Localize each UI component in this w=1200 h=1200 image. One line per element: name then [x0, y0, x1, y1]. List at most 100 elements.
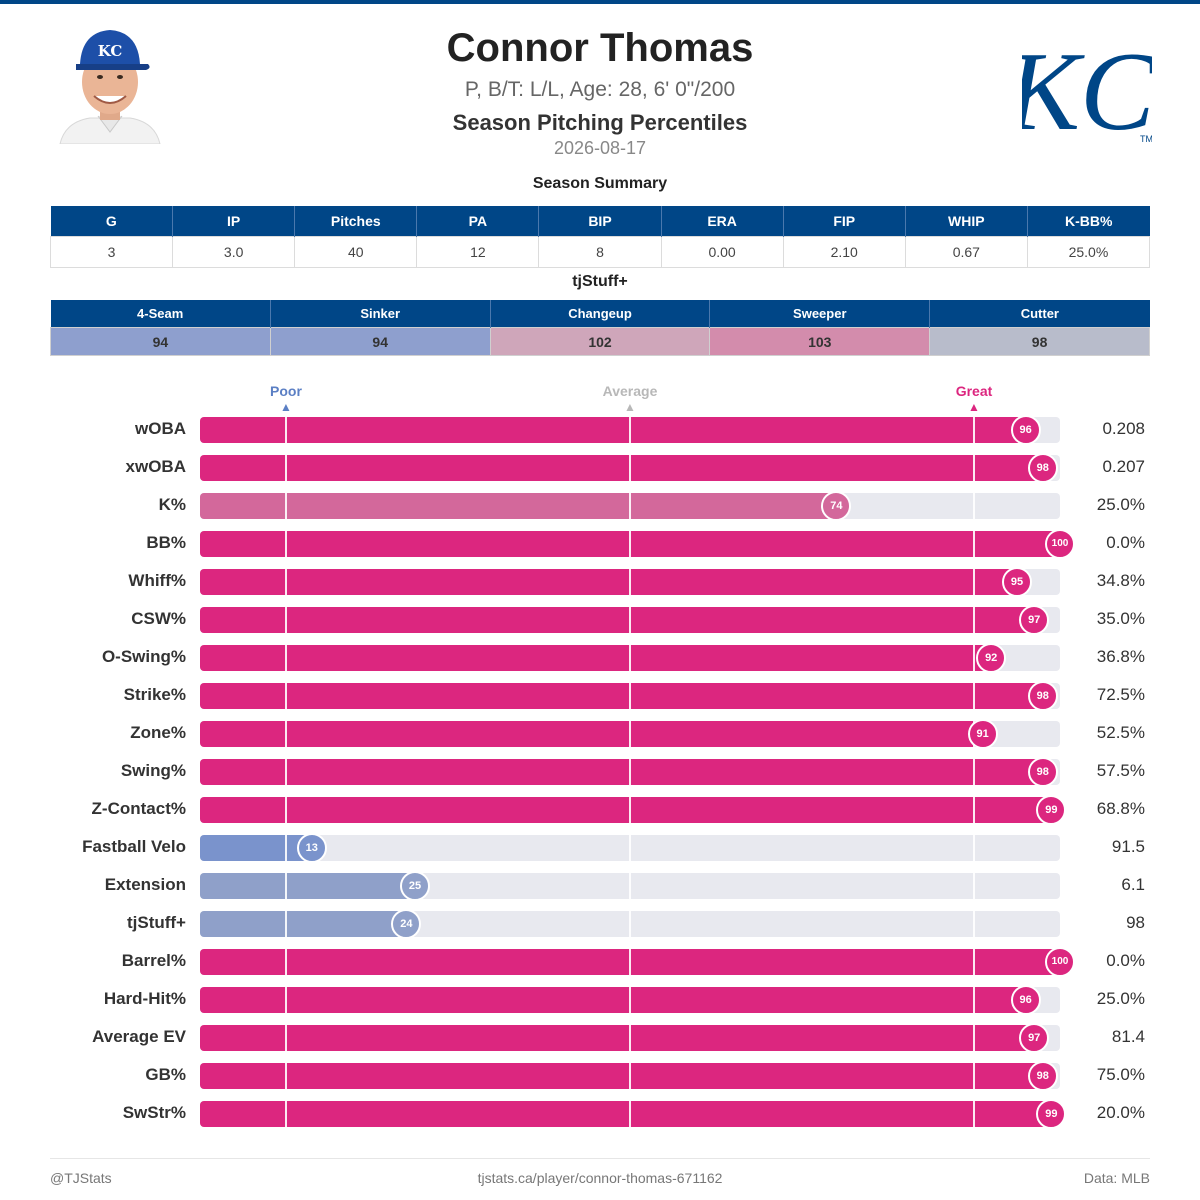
- metric-row: Strike% 98 72.5%: [0, 681, 1200, 711]
- logo-monogram: KC: [1022, 30, 1152, 146]
- metric-label: SwStr%: [122, 1103, 186, 1122]
- summary-value-cell: 40: [294, 236, 418, 268]
- metric-row: xwOBA 98 0.207: [0, 453, 1200, 483]
- reference-line: [973, 531, 975, 557]
- reference-line: [285, 911, 287, 937]
- percentile-bar: [200, 1063, 1043, 1089]
- metric-value: 34.8%: [1096, 571, 1145, 590]
- percentile-badge: 24: [391, 909, 422, 939]
- footer-handle: @TJStats: [50, 1170, 112, 1186]
- percentile-badge: 99: [1036, 1099, 1067, 1129]
- percentile-badge: 98: [1027, 681, 1058, 711]
- percentile-badge: 97: [1019, 1023, 1050, 1053]
- reference-line: [285, 607, 287, 633]
- summary-value-cell: 2.10: [782, 236, 906, 268]
- season-summary-table: G IP Pitches PA BIP ERA FIP WHIP K-BB% 3…: [49, 206, 1151, 268]
- footer-source: Data: MLB: [1083, 1170, 1150, 1186]
- percentile-badge: 96: [1010, 985, 1041, 1015]
- reference-line: [973, 569, 975, 595]
- percentile-bar: [200, 645, 992, 671]
- percentile-badge: 91: [967, 719, 998, 749]
- reference-line: [285, 645, 287, 671]
- percentile-badge: 13: [296, 833, 327, 863]
- top-accent-bar: [0, 0, 1200, 4]
- metric-row: tjStuff+ 24 98: [0, 909, 1200, 939]
- metric-label: Swing%: [120, 761, 186, 780]
- metric-row: Whiff% 95 34.8%: [0, 567, 1200, 597]
- metric-label: Whiff%: [128, 571, 186, 590]
- metric-value: 57.5%: [1096, 761, 1145, 780]
- reference-line: [285, 873, 287, 899]
- summary-value-cell: 3: [49, 236, 174, 268]
- metric-value: 72.5%: [1096, 685, 1145, 704]
- logo-trademark: TM: [1140, 134, 1152, 144]
- metric-label: Average EV: [92, 1027, 186, 1046]
- reference-line: [285, 1025, 287, 1051]
- metric-row: Extension 25 6.1: [0, 871, 1200, 901]
- metric-label: K%: [158, 495, 186, 514]
- metric-label: BB%: [146, 533, 186, 552]
- season-summary-title: Season Summary: [532, 175, 668, 192]
- percentile-bar: [200, 797, 1052, 823]
- summary-header-cell: PA: [416, 206, 540, 237]
- bar-track: 98: [200, 757, 1060, 787]
- reference-line: [629, 493, 631, 519]
- metric-row: GB% 98 75.0%: [0, 1061, 1200, 1091]
- metric-value: 0.0%: [1106, 951, 1145, 970]
- pitch-name-cell: Cutter: [929, 300, 1150, 328]
- reference-line: [285, 835, 287, 861]
- reference-line: [285, 1101, 287, 1127]
- metric-label: GB%: [145, 1065, 186, 1084]
- summary-header-cell: G: [50, 206, 174, 237]
- metric-value: 52.5%: [1096, 723, 1145, 742]
- metric-value: 35.0%: [1096, 609, 1145, 628]
- pitch-value-cell: 102: [489, 327, 711, 356]
- percentile-badge: 98: [1027, 757, 1058, 787]
- percentile-badge: 100: [1045, 529, 1075, 559]
- metric-value: 91.5: [1111, 837, 1145, 856]
- percentile-bar: [200, 569, 1017, 595]
- team-logo: KC TM: [1003, 24, 1156, 154]
- bar-track: 98: [200, 681, 1060, 711]
- percentile-bar: [200, 721, 983, 747]
- reference-line: [285, 987, 287, 1013]
- metric-row: Average EV 97 81.4: [0, 1023, 1200, 1053]
- metric-value: 20.0%: [1096, 1103, 1145, 1122]
- reference-line: [973, 1063, 975, 1089]
- reference-line: [285, 683, 287, 709]
- summary-value-cell: 25.0%: [1026, 236, 1151, 268]
- average-marker: Average ▲: [590, 383, 670, 413]
- percentile-bar: [200, 873, 415, 899]
- bar-track: 25: [200, 871, 1060, 901]
- bar-track: 91: [200, 719, 1060, 749]
- reference-line: [285, 417, 287, 443]
- summary-value-cell: 12: [416, 236, 540, 268]
- poor-triangle-icon: ▲: [280, 400, 292, 414]
- summary-header-cell: IP: [172, 206, 296, 237]
- reference-line: [629, 607, 631, 633]
- tjstuff-header-row: 4-Seam Sinker Changeup Sweeper Cutter: [50, 300, 1150, 328]
- metric-row: BB% 100 0.0%: [0, 529, 1200, 559]
- percentile-bar: [200, 987, 1026, 1013]
- tjstuff-title: tjStuff+: [572, 273, 628, 290]
- metric-label: Barrel%: [121, 951, 186, 970]
- pitch-value-cell: 98: [929, 327, 1150, 356]
- tjstuff-table: 4-Seam Sinker Changeup Sweeper Cutter 94…: [50, 300, 1150, 356]
- reference-line: [973, 873, 975, 899]
- average-triangle-icon: ▲: [624, 400, 636, 414]
- reference-line: [629, 759, 631, 785]
- player-headshot: KC: [50, 24, 170, 144]
- bar-track: 13: [200, 833, 1060, 863]
- metric-row: wOBA 96 0.208: [0, 415, 1200, 445]
- percentile-badge: 97: [1019, 605, 1050, 635]
- reference-line: [285, 797, 287, 823]
- metric-row: O-Swing% 92 36.8%: [0, 643, 1200, 673]
- reference-line: [973, 835, 975, 861]
- summary-value-row: 3 3.0 40 12 8 0.00 2.10 0.67 25.0%: [49, 236, 1151, 268]
- bar-track: 92: [200, 643, 1060, 673]
- player-name: Connor Thomas: [446, 26, 754, 70]
- reference-line: [629, 911, 631, 937]
- percentile-badge: 99: [1036, 795, 1067, 825]
- metric-value: 0.207: [1102, 457, 1145, 476]
- summary-header-cell: Pitches: [294, 206, 418, 237]
